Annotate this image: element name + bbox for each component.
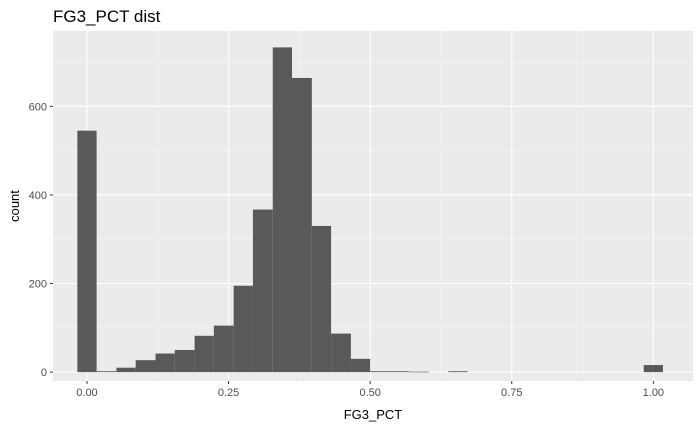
- histogram-bar: [370, 371, 390, 373]
- x-tick-label: 0.25: [218, 387, 239, 399]
- histogram-bar: [77, 130, 97, 373]
- x-axis-label: FG3_PCT: [344, 407, 403, 422]
- histogram-bar: [350, 358, 371, 373]
- histogram-bar: [96, 371, 117, 373]
- histogram-bar: [174, 349, 195, 373]
- histogram-bar: [272, 47, 293, 373]
- histogram-bar: [252, 209, 273, 373]
- histogram-bar: [643, 365, 663, 373]
- y-tick-label: 600: [29, 101, 47, 113]
- histogram-bar: [331, 333, 351, 373]
- y-tick-label: 0: [41, 367, 47, 379]
- x-tick-label: 1.00: [643, 387, 664, 399]
- histogram-bar: [155, 353, 175, 373]
- x-tick-label: 0.50: [359, 387, 380, 399]
- histogram-bar: [194, 335, 214, 373]
- y-axis-ticks: 0 200 400 600: [29, 101, 53, 379]
- plot-panel: [53, 31, 693, 381]
- histogram-bars: [77, 47, 663, 373]
- histogram-bar: [292, 77, 312, 373]
- histogram-bar: [311, 225, 332, 373]
- x-tick-label: 0.00: [76, 387, 97, 399]
- histogram-bar: [233, 285, 253, 373]
- x-axis-ticks: 0.00 0.25 0.50 0.75 1.00: [76, 381, 664, 399]
- chart-title: FG3_PCT dist: [53, 7, 161, 26]
- histogram-bar: [213, 325, 234, 373]
- histogram-bar: [135, 360, 156, 373]
- x-tick-label: 0.75: [501, 387, 522, 399]
- y-axis-label: count: [7, 190, 22, 222]
- y-tick-label: 200: [29, 279, 47, 291]
- y-tick-label: 400: [29, 190, 47, 202]
- histogram-bar: [448, 371, 468, 373]
- histogram-bar: [409, 371, 430, 373]
- histogram-bar: [116, 367, 136, 373]
- histogram-bar: [389, 371, 410, 373]
